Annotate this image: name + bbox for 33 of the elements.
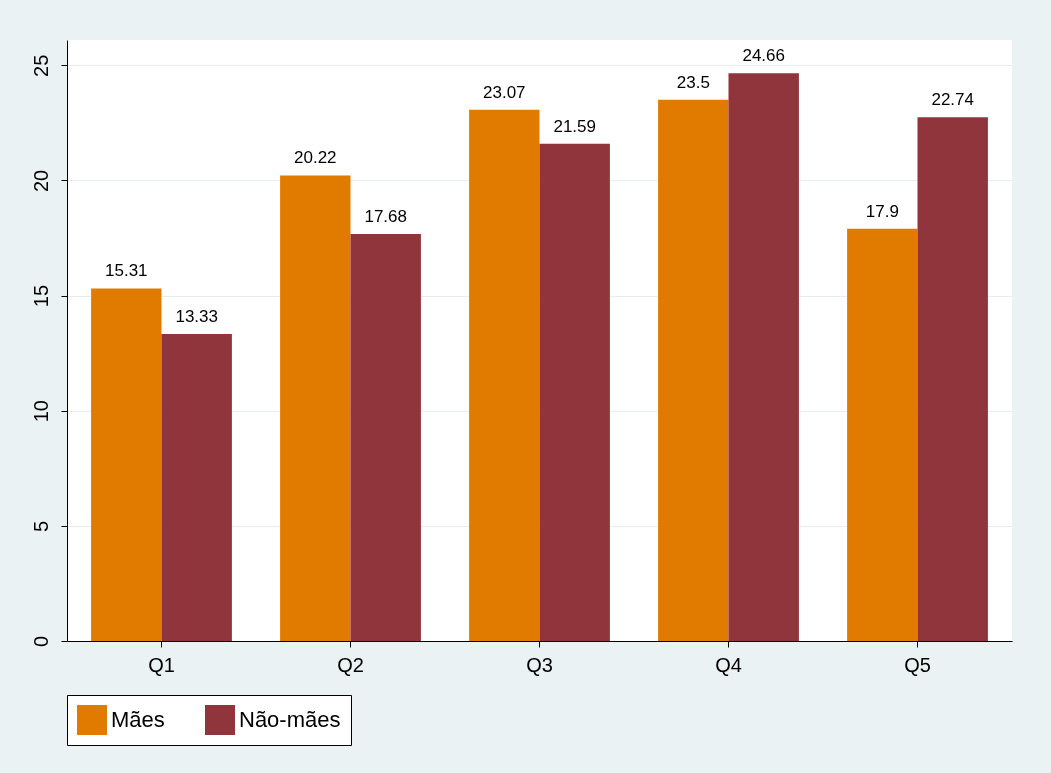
x-tick-label: Q4: [715, 653, 742, 676]
bar: [658, 99, 729, 641]
data-label: 17.9: [865, 201, 899, 221]
y-tick-label: 0: [29, 635, 52, 648]
x-tick-label: Q1: [148, 653, 175, 676]
data-label: 13.33: [175, 307, 218, 327]
bar: [847, 228, 918, 641]
bar: [728, 73, 799, 641]
y-tick-label: 25: [29, 54, 52, 77]
y-tick-label: 5: [29, 520, 52, 532]
bar: [539, 143, 610, 641]
data-label: 15.31: [105, 261, 148, 281]
x-tick-label: Q3: [526, 653, 553, 676]
data-label: 22.74: [931, 90, 974, 110]
y-tick-label: 20: [29, 169, 52, 193]
data-label: 17.68: [364, 206, 407, 226]
bar: [280, 175, 351, 641]
x-tick-label: Q5: [904, 653, 931, 676]
bar: [917, 117, 988, 641]
legend-label: Mães: [111, 707, 165, 732]
data-label: 21.59: [553, 116, 596, 136]
bar: [91, 288, 162, 641]
y-tick-label: 10: [29, 400, 52, 423]
bar: [350, 233, 421, 641]
bar: [161, 334, 232, 641]
data-label: 24.66: [742, 46, 785, 66]
y-tick-label: 15: [29, 284, 52, 308]
bar: [469, 109, 540, 641]
data-label: 23.07: [483, 82, 526, 102]
data-label: 20.22: [294, 148, 337, 168]
legend-label: Não-mães: [239, 707, 341, 732]
data-label: 23.5: [676, 72, 710, 92]
x-tick-label: Q2: [337, 653, 364, 676]
